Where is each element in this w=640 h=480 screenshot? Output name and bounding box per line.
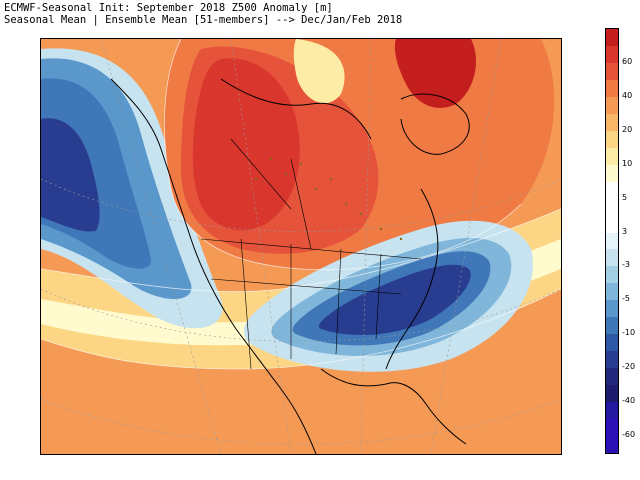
greenland-positive-core — [394, 39, 476, 108]
colorbar-label: 60 — [622, 56, 633, 66]
arctic-weak-spot — [293, 39, 345, 104]
colorbar-label: -10 — [622, 328, 636, 338]
map-title: ECMWF-Seasonal Init: September 2018 Z500… — [4, 2, 333, 14]
colorbar-segment — [606, 45, 618, 64]
colorbar-segment — [606, 181, 618, 200]
state-borders — [200, 138, 422, 370]
colorbar-segment — [606, 62, 618, 81]
colorbar-label: -60 — [622, 430, 636, 440]
colorbar-segment — [606, 300, 618, 318]
colorbar-segment — [606, 130, 618, 149]
colorbar-label: 40 — [622, 90, 633, 100]
colorbar-label: 10 — [622, 158, 633, 168]
colorbar-label: 20 — [622, 124, 633, 134]
colorbar-segment — [606, 249, 618, 267]
colorbar-label: -40 — [622, 396, 636, 406]
colorbar-segment — [606, 385, 618, 403]
colorbar-segment — [606, 351, 618, 369]
colorbar-segment — [606, 368, 618, 386]
colorbar-label: -3 — [622, 260, 630, 270]
colorbar-label: -5 — [622, 294, 630, 304]
graticule — [41, 39, 561, 454]
east-negative-core — [318, 264, 471, 335]
west-negative-core — [41, 118, 100, 232]
colorbar-label: 3 — [622, 226, 628, 236]
colorbar-segment — [606, 79, 618, 98]
contour-lines — [41, 39, 561, 370]
colorbar-segment — [606, 266, 618, 284]
anomaly-map — [40, 38, 562, 455]
colorbar-segment — [606, 317, 618, 335]
colorbar-segment — [606, 29, 618, 47]
colorbar-segment — [606, 147, 618, 166]
colorbar-segment — [606, 164, 618, 183]
lakes — [254, 157, 403, 241]
colorbar-segment — [606, 232, 618, 250]
colorbar-label: 5 — [622, 192, 628, 202]
colorbar-segment — [606, 198, 618, 217]
colorbar-segment — [606, 334, 618, 352]
coastlines — [110, 78, 470, 454]
map-subtitle: Seasonal Mean | Ensemble Mean [51-member… — [4, 14, 403, 26]
colorbar-segment — [606, 113, 618, 132]
colorbar-segment — [606, 402, 618, 420]
colorbar-segment — [606, 283, 618, 301]
colorbar-segment — [606, 436, 618, 454]
colorbar-segment — [606, 419, 618, 437]
colorbar — [605, 28, 619, 454]
colorbar-label: -20 — [622, 362, 636, 372]
colorbar-segment — [606, 96, 618, 115]
colorbar-segment — [606, 215, 618, 233]
